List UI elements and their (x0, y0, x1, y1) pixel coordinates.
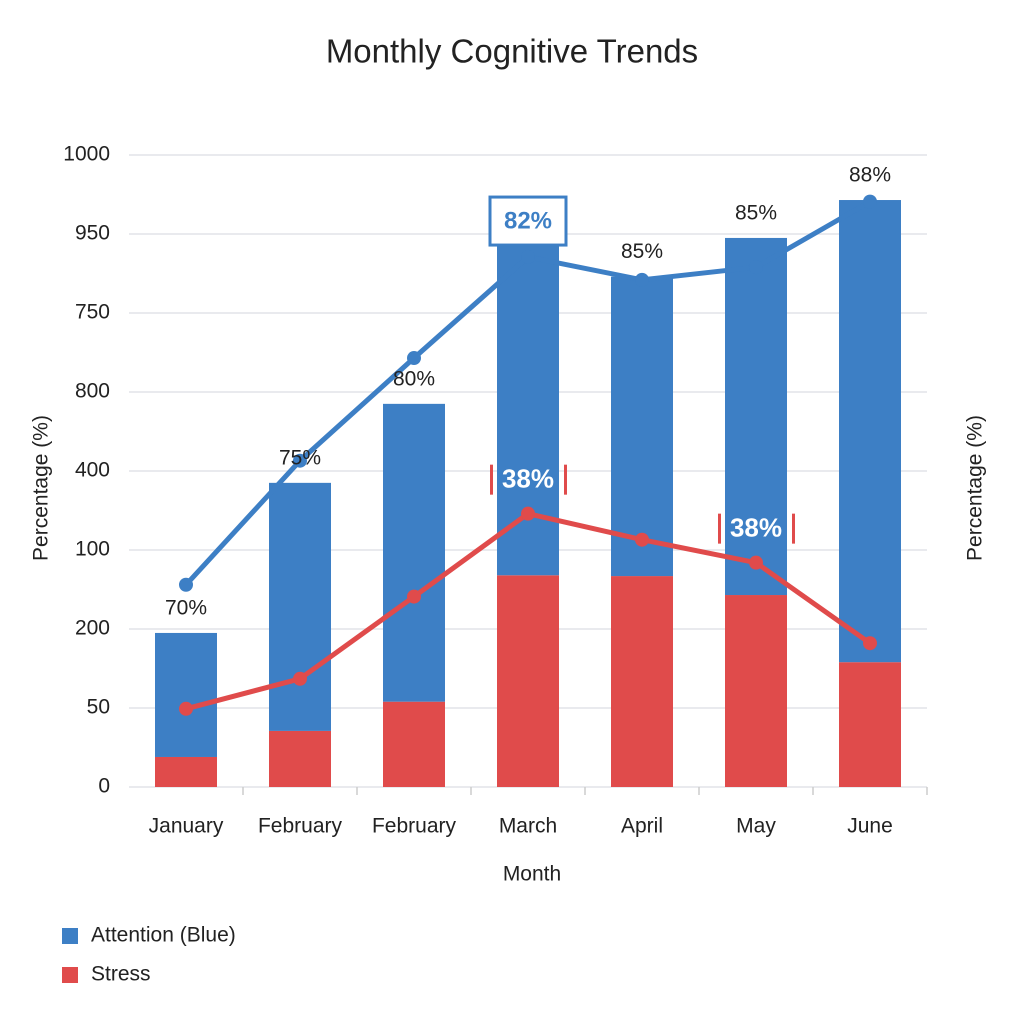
bar (155, 632, 217, 757)
bar (839, 200, 901, 663)
annotation-bar (718, 513, 721, 544)
bar (269, 730, 331, 787)
annotation: 70% (165, 596, 207, 619)
bar (725, 237, 787, 596)
annotation: 85% (621, 240, 663, 263)
x-tick-label: March (499, 815, 557, 838)
line-point (179, 701, 193, 716)
bar (269, 482, 331, 731)
bar (383, 701, 445, 787)
bar (497, 245, 559, 576)
annotation-bar (490, 464, 493, 495)
legend-swatch (62, 928, 78, 944)
y-tick-label: 0 (98, 775, 110, 798)
line-point (407, 351, 421, 366)
legend-label: Stress (91, 963, 151, 986)
line-point (521, 506, 535, 521)
line-point (863, 636, 877, 651)
y-axis-label: Percentage (%) (30, 415, 53, 561)
bar (725, 595, 787, 787)
y-tick-label: 950 (75, 222, 110, 245)
bar (611, 576, 673, 787)
y2-axis-label: Percentage (%) (964, 415, 987, 561)
line-point (521, 249, 535, 264)
line-point (635, 532, 649, 547)
x-tick-label: June (847, 815, 893, 838)
y-tick-label: 800 (75, 380, 110, 403)
annotation: 88% (849, 164, 891, 187)
bar (155, 756, 217, 787)
y-tick-label: 200 (75, 617, 110, 640)
x-axis-label: Month (503, 863, 561, 886)
y-tick-label: 100 (75, 538, 110, 561)
x-tick-label: January (149, 815, 224, 838)
bar (497, 575, 559, 787)
line-point (293, 453, 307, 468)
chart-title: Monthly Cognitive Trends (326, 33, 698, 70)
line-point (863, 194, 877, 209)
x-tick-label: May (736, 815, 776, 838)
line-point (749, 555, 763, 570)
line-point (407, 589, 421, 604)
bar (839, 662, 901, 787)
legend-label: Attention (Blue) (91, 924, 236, 947)
annotation: 80% (393, 367, 435, 390)
x-tick-label: April (621, 815, 663, 838)
x-tick-label: February (372, 815, 457, 838)
line-point (635, 272, 649, 287)
y-tick-label: 1000 (63, 143, 110, 166)
line-point (749, 260, 763, 275)
annotation-bar (792, 513, 795, 544)
annotation: 38% (730, 513, 782, 543)
line-point (293, 671, 307, 686)
x-tick-label: February (258, 815, 343, 838)
annotation: 85% (735, 201, 777, 224)
y-tick-label: 50 (87, 696, 110, 719)
line-point (179, 577, 193, 592)
legend-swatch (62, 967, 78, 983)
bar (611, 276, 673, 577)
annotation: 75% (279, 446, 321, 469)
annotation: 38% (502, 464, 554, 494)
y-tick-label: 750 (75, 301, 110, 324)
bar (383, 403, 445, 702)
annotation: 82% (504, 207, 552, 234)
annotation-box (488, 195, 568, 247)
annotation-bar (564, 464, 567, 495)
y-tick-label: 400 (75, 459, 110, 482)
